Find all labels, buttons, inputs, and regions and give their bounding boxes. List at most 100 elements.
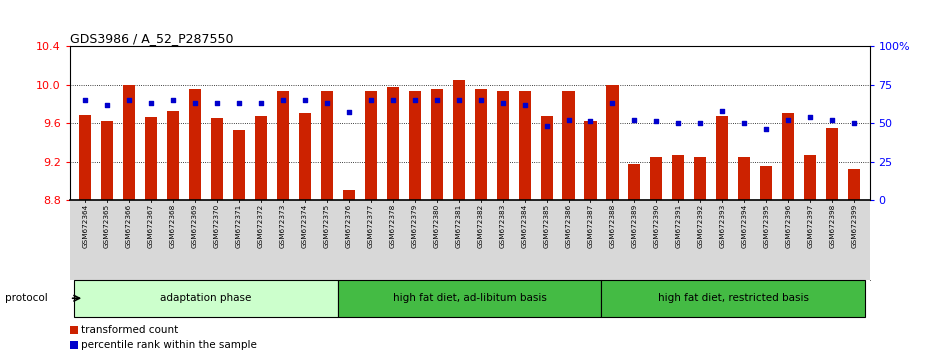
- Bar: [563, 91, 575, 200]
- Point: [759, 126, 774, 132]
- Text: GSM672377: GSM672377: [367, 204, 374, 248]
- Bar: [255, 116, 267, 200]
- Text: GSM672379: GSM672379: [412, 204, 418, 248]
- Text: GDS3986 / A_52_P287550: GDS3986 / A_52_P287550: [70, 32, 233, 45]
- Text: GSM672392: GSM672392: [698, 204, 703, 248]
- Bar: [338, 280, 602, 317]
- Point: [232, 100, 246, 106]
- Text: GSM672373: GSM672373: [280, 204, 286, 248]
- Point: [319, 100, 334, 106]
- Point: [385, 97, 400, 103]
- Text: GSM672393: GSM672393: [719, 204, 725, 248]
- Bar: [602, 280, 865, 317]
- Bar: [672, 155, 684, 200]
- Text: GSM672396: GSM672396: [785, 204, 791, 248]
- Text: GSM672368: GSM672368: [170, 204, 176, 248]
- Text: GSM672367: GSM672367: [148, 204, 154, 248]
- Text: GSM672380: GSM672380: [433, 204, 440, 248]
- Text: high fat diet, ad-libitum basis: high fat diet, ad-libitum basis: [392, 293, 547, 303]
- Text: GSM672388: GSM672388: [609, 204, 616, 248]
- Text: GSM672371: GSM672371: [236, 204, 242, 248]
- Bar: [232, 130, 245, 200]
- Point: [430, 97, 445, 103]
- Text: GSM672372: GSM672372: [258, 204, 264, 248]
- Text: GSM672381: GSM672381: [456, 204, 461, 248]
- Bar: [101, 121, 113, 200]
- Point: [495, 100, 510, 106]
- Text: GSM672370: GSM672370: [214, 204, 220, 248]
- Text: GSM672385: GSM672385: [543, 204, 550, 248]
- Text: GSM672386: GSM672386: [565, 204, 572, 248]
- Point: [517, 102, 532, 107]
- Point: [209, 100, 224, 106]
- Bar: [519, 91, 531, 200]
- Text: GSM672365: GSM672365: [104, 204, 110, 248]
- Point: [188, 100, 203, 106]
- Text: GSM672369: GSM672369: [192, 204, 198, 248]
- Bar: [299, 113, 311, 200]
- Point: [649, 119, 664, 124]
- Text: GSM672387: GSM672387: [588, 204, 593, 248]
- Text: GSM672364: GSM672364: [82, 204, 88, 248]
- Point: [364, 97, 379, 103]
- Text: protocol: protocol: [5, 293, 47, 303]
- Bar: [343, 190, 355, 200]
- Text: GSM672399: GSM672399: [851, 204, 857, 248]
- Point: [583, 119, 598, 124]
- Point: [627, 117, 642, 123]
- Bar: [629, 164, 641, 200]
- Bar: [584, 121, 596, 200]
- Point: [78, 97, 93, 103]
- Bar: [716, 116, 728, 200]
- Bar: [695, 157, 707, 200]
- Text: GSM672376: GSM672376: [346, 204, 352, 248]
- Bar: [540, 116, 552, 200]
- Text: GSM672389: GSM672389: [631, 204, 637, 248]
- Point: [561, 117, 576, 123]
- Point: [341, 109, 356, 115]
- Bar: [804, 155, 817, 200]
- Point: [473, 97, 488, 103]
- Point: [715, 108, 730, 114]
- Bar: [606, 85, 618, 200]
- Bar: [123, 85, 135, 200]
- Point: [275, 97, 290, 103]
- Point: [737, 120, 751, 126]
- Text: GSM672390: GSM672390: [654, 204, 659, 248]
- Bar: [738, 157, 751, 200]
- Bar: [79, 115, 91, 200]
- Bar: [474, 89, 486, 200]
- Bar: [321, 91, 333, 200]
- Text: GSM672397: GSM672397: [807, 204, 813, 248]
- Bar: [760, 166, 772, 200]
- Point: [846, 120, 861, 126]
- Text: transformed count: transformed count: [81, 325, 179, 335]
- Bar: [365, 91, 377, 200]
- Bar: [167, 112, 179, 200]
- Point: [298, 97, 312, 103]
- Bar: [650, 157, 662, 200]
- Text: GSM672391: GSM672391: [675, 204, 682, 248]
- Bar: [848, 169, 860, 200]
- Point: [254, 100, 269, 106]
- Point: [451, 97, 466, 103]
- Bar: [211, 118, 223, 200]
- Point: [803, 114, 817, 120]
- Bar: [826, 128, 838, 200]
- Point: [100, 102, 114, 107]
- Point: [693, 120, 708, 126]
- Text: GSM672366: GSM672366: [126, 204, 132, 248]
- Point: [671, 120, 685, 126]
- Point: [143, 100, 158, 106]
- Text: adaptation phase: adaptation phase: [160, 293, 252, 303]
- Text: GSM672375: GSM672375: [324, 204, 330, 248]
- Text: GSM672395: GSM672395: [764, 204, 769, 248]
- Bar: [189, 89, 201, 200]
- Text: GSM672382: GSM672382: [478, 204, 484, 248]
- Bar: [387, 87, 399, 200]
- Text: high fat diet, restricted basis: high fat diet, restricted basis: [658, 293, 809, 303]
- Point: [407, 97, 422, 103]
- Point: [539, 123, 554, 129]
- Point: [122, 97, 137, 103]
- Bar: [277, 91, 289, 200]
